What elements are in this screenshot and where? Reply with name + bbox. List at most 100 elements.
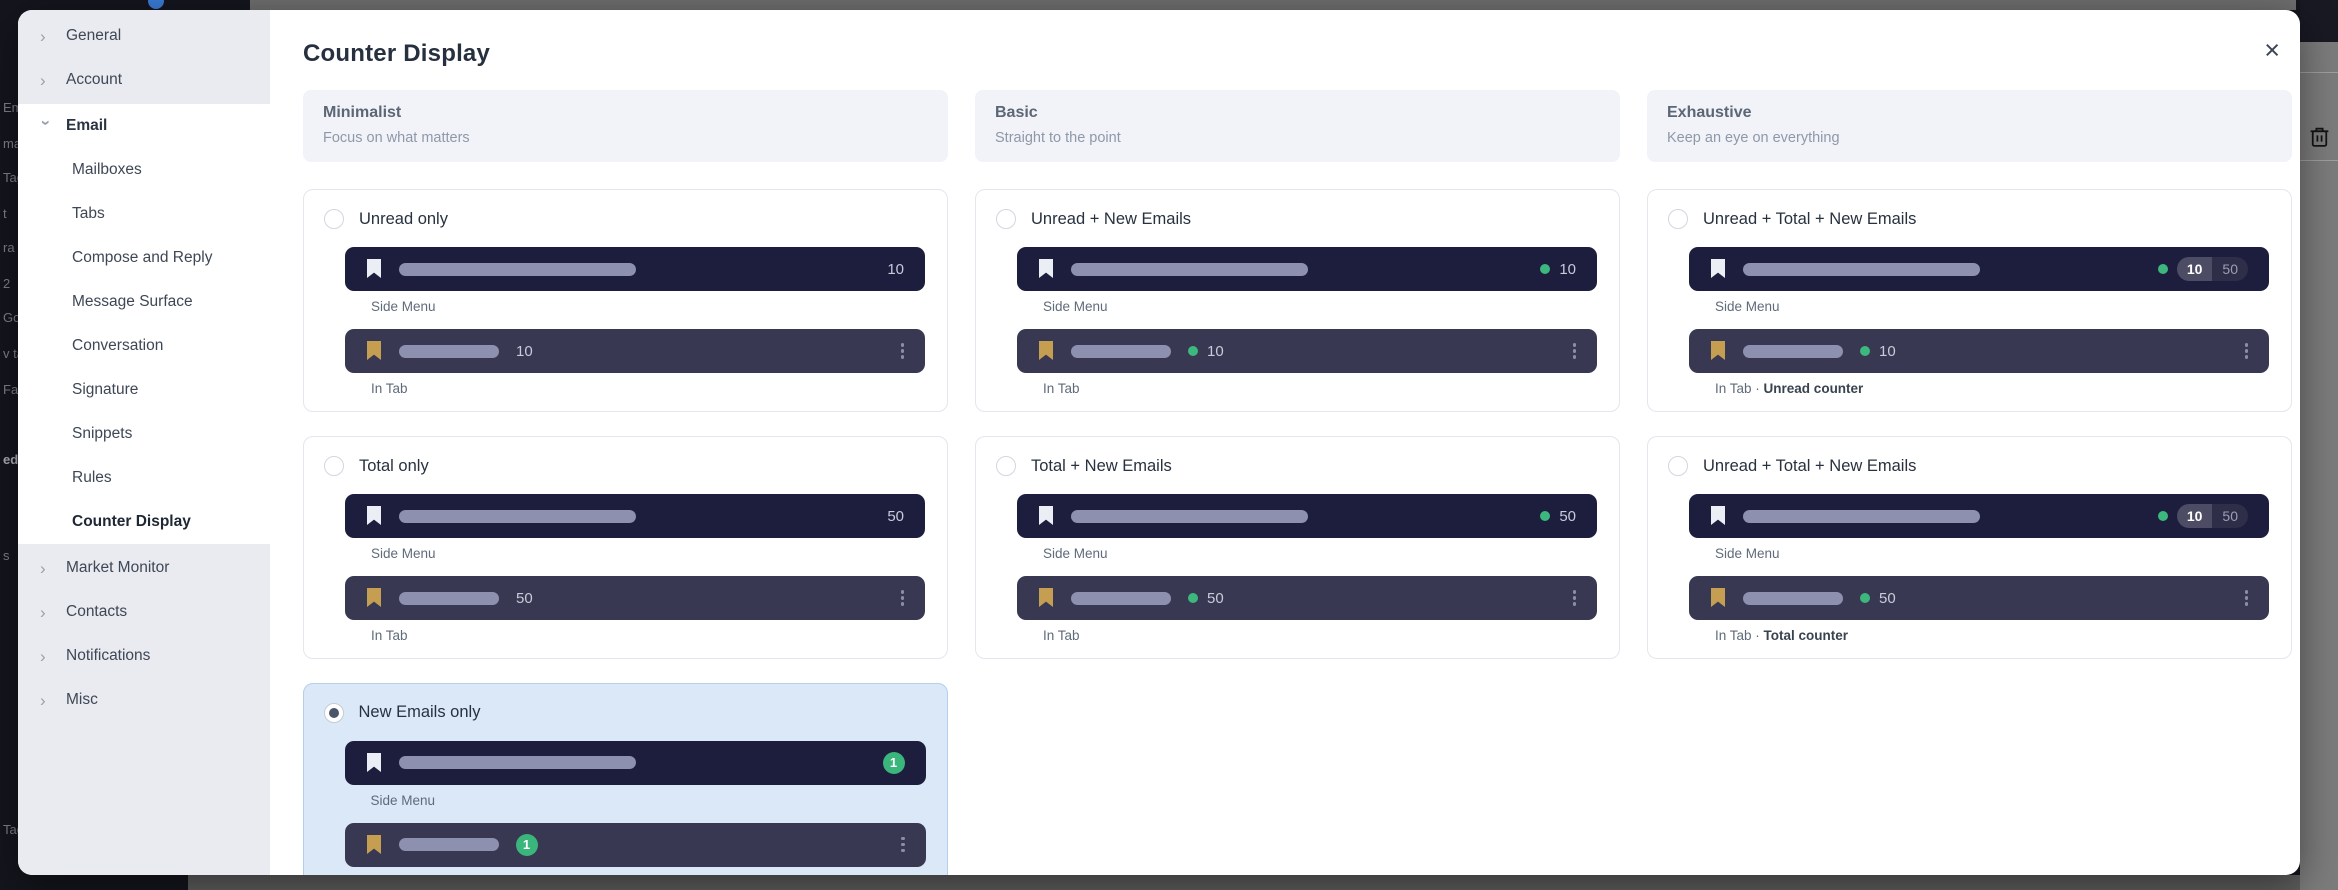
side-menu-preview: 10 xyxy=(345,247,925,291)
placeholder-text-bar xyxy=(399,344,499,358)
bookmark-icon xyxy=(1711,259,1725,278)
sidebar-item-general[interactable]: › General xyxy=(18,14,270,58)
unread-counter: 10 xyxy=(516,342,533,360)
sidebar-item-label: General xyxy=(66,27,122,44)
placeholder-text-bar xyxy=(399,262,636,276)
close-icon: × xyxy=(2264,35,2280,65)
option-card-total-only[interactable]: Total only 50 Side Menu xyxy=(303,436,948,659)
sidebar-item-notifications[interactable]: › Notifications xyxy=(18,634,270,678)
preview-caption: In Tab xyxy=(371,875,926,876)
sidebar-item-conversation[interactable]: Conversation xyxy=(72,337,164,354)
placeholder-text-bar xyxy=(398,756,636,769)
new-emails-dot xyxy=(2157,511,2168,521)
option-card-unread-only[interactable]: Unread only 10 Side Menu xyxy=(303,189,948,412)
backdrop-fragment: s xyxy=(3,548,10,563)
column-title: Basic xyxy=(995,104,1038,121)
placeholder-text-bar xyxy=(1743,509,1980,523)
chevron-right-icon: › xyxy=(40,646,46,666)
option-label: Unread only xyxy=(359,209,448,228)
column-basic: Basic Straight to the point Unread + New… xyxy=(975,90,1620,875)
kebab-menu-icon xyxy=(900,343,904,359)
sidebar-item-contacts[interactable]: › Contacts xyxy=(18,590,270,634)
backdrop-blue-avatar xyxy=(148,0,164,9)
total-counter: 50 xyxy=(887,507,904,525)
new-emails-dot xyxy=(1540,264,1551,274)
unread-counter: 10 xyxy=(1879,342,1896,360)
backdrop-fragment: 2 xyxy=(3,276,11,291)
sidebar-item-rules[interactable]: Rules xyxy=(72,469,112,486)
preview-caption: Side Menu xyxy=(1043,546,1108,561)
sidebar-item-label: Contacts xyxy=(66,603,128,620)
divider xyxy=(2300,160,2338,161)
sidebar-item-email[interactable]: › Email xyxy=(18,104,270,148)
total-counter: 50 xyxy=(516,589,533,607)
radio-unread-only[interactable] xyxy=(324,209,344,229)
new-emails-dot xyxy=(2157,264,2168,274)
option-card-unread-total-new-unread-counter[interactable]: Unread + Total + New Emails 10 xyxy=(1647,189,2292,412)
kebab-menu-icon xyxy=(2244,343,2248,359)
backdrop-fragment: t xyxy=(3,206,7,221)
in-tab-preview: 50 xyxy=(1689,576,2269,620)
placeholder-text-bar xyxy=(1071,262,1308,276)
sidebar-item-market-monitor[interactable]: › Market Monitor xyxy=(18,546,270,590)
preview-caption: Side Menu xyxy=(370,792,436,808)
chevron-right-icon: › xyxy=(40,70,46,90)
unread-total-pill: 10 50 xyxy=(2176,504,2248,528)
option-card-unread-total-new-total-counter[interactable]: Unread + Total + New Emails 10 xyxy=(1647,436,2292,659)
bookmark-icon xyxy=(1711,588,1725,607)
total-counter: 50 xyxy=(1879,589,1896,607)
radio-unread-total-new-1[interactable] xyxy=(1668,209,1688,229)
right-toolbar-strip xyxy=(2300,0,2338,890)
sidebar-item-snippets[interactable]: Snippets xyxy=(72,425,133,442)
unread-counter: 10 xyxy=(887,260,904,278)
radio-total-new-emails[interactable] xyxy=(996,456,1016,476)
sidebar-item-misc[interactable]: › Misc xyxy=(18,678,270,722)
chevron-down-icon: › xyxy=(37,119,56,126)
column-title: Minimalist xyxy=(323,104,402,121)
chevron-right-icon: › xyxy=(40,26,46,46)
backdrop-fragment: ra xyxy=(3,240,15,255)
preview-caption: Side Menu xyxy=(1715,546,1780,561)
close-button[interactable]: × xyxy=(2252,37,2292,64)
bookmark-icon xyxy=(367,588,381,607)
preview-caption: In Tab xyxy=(371,628,408,643)
option-card-unread-new-emails[interactable]: Unread + New Emails 10 Side Menu xyxy=(975,189,1620,412)
radio-unread-new-emails[interactable] xyxy=(996,209,1016,229)
side-menu-preview: 50 xyxy=(345,494,925,538)
sidebar-item-compose-and-reply[interactable]: Compose and Reply xyxy=(72,249,213,266)
trash-button[interactable] xyxy=(2300,118,2338,162)
bookmark-icon xyxy=(1711,341,1725,360)
backdrop-top-bar xyxy=(250,0,2296,10)
kebab-menu-icon xyxy=(901,836,905,853)
bookmark-icon xyxy=(366,834,381,854)
side-menu-preview: 10 50 xyxy=(1689,494,2269,538)
option-card-total-new-emails[interactable]: Total + New Emails 50 Side Menu xyxy=(975,436,1620,659)
caption-counter-type: Unread counter xyxy=(1763,381,1864,396)
bookmark-icon xyxy=(366,752,381,772)
preview-caption: In Tab · Unread counter xyxy=(1715,381,1864,396)
unread-counter: 10 xyxy=(1207,342,1224,360)
option-card-new-emails-only[interactable]: New Emails only 1 Side Menu xyxy=(303,683,948,875)
sidebar-item-message-surface[interactable]: Message Surface xyxy=(72,293,193,310)
option-label: New Emails only xyxy=(358,703,481,721)
placeholder-text-bar xyxy=(1071,591,1171,605)
sidebar-item-label: Email xyxy=(66,117,108,134)
placeholder-text-bar xyxy=(1743,262,1980,276)
placeholder-text-bar xyxy=(1071,509,1308,523)
sidebar-item-counter-display[interactable]: Counter Display xyxy=(72,513,191,530)
column-subtitle: Keep an eye on everything xyxy=(1667,130,1840,146)
sidebar-item-mailboxes[interactable]: Mailboxes xyxy=(72,161,142,178)
sidebar-item-label: Market Monitor xyxy=(66,559,170,576)
sidebar-group-email: › Email Mailboxes Tabs Compose and Reply… xyxy=(18,104,270,544)
radio-new-emails-only[interactable] xyxy=(323,702,344,723)
radio-total-only[interactable] xyxy=(324,456,344,476)
backdrop-fragment: Em xyxy=(3,100,23,115)
total-counter: 50 xyxy=(2212,257,2248,281)
sidebar-item-tabs[interactable]: Tabs xyxy=(72,205,105,222)
placeholder-text-bar xyxy=(1743,344,1843,358)
sidebar-item-signature[interactable]: Signature xyxy=(72,381,139,398)
sidebar-item-label: Account xyxy=(66,71,123,88)
option-label: Unread + Total + New Emails xyxy=(1703,209,1917,228)
sidebar-item-account[interactable]: › Account xyxy=(18,58,270,102)
radio-unread-total-new-2[interactable] xyxy=(1668,456,1688,476)
